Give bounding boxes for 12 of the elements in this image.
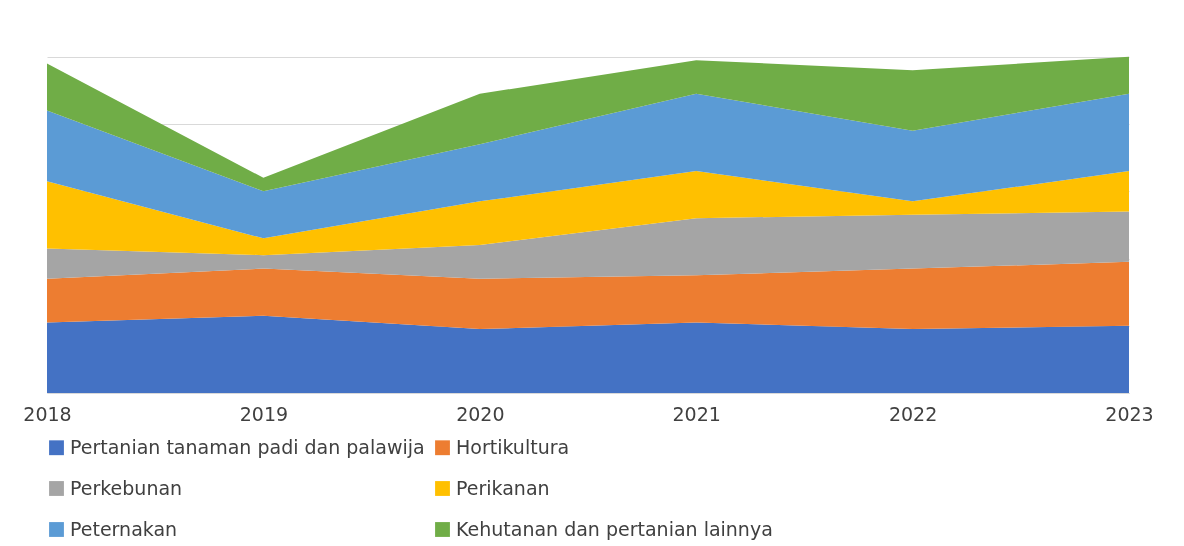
x-tick-label: 2019 [239,402,289,425]
x-tick-label: 2023 [1105,402,1154,425]
legend-label: Perkebunan [70,476,183,499]
legend-label: Peternakan [70,517,178,540]
legend-label: Perikanan [456,476,550,499]
x-tick-label: 2020 [456,402,505,425]
legend-label: Kehutanan dan pertanian lainnya [456,517,773,540]
x-tick-label: 2022 [888,402,938,425]
x-tick-label: 2021 [672,402,721,425]
legend-label: Pertanian tanaman padi dan palawija [70,435,425,458]
legend-label: Hortikultura [456,435,570,458]
x-tick-label: 2018 [23,402,72,425]
